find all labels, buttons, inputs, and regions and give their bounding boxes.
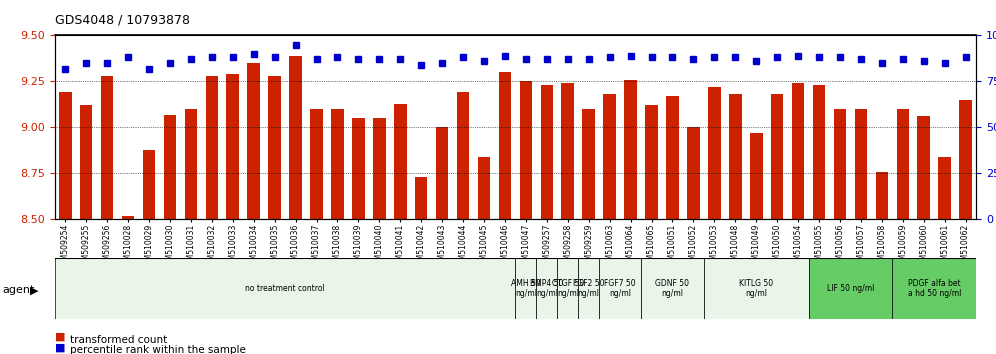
Bar	[268, 76, 281, 219]
Bar	[813, 85, 826, 219]
Text: KITLG 50
ng/ml: KITLG 50 ng/ml	[739, 279, 773, 298]
Text: agent: agent	[2, 285, 35, 295]
Bar	[687, 127, 700, 219]
FancyBboxPatch shape	[892, 258, 976, 319]
Bar	[583, 109, 595, 219]
Text: ▶: ▶	[30, 285, 39, 295]
FancyBboxPatch shape	[537, 258, 558, 319]
Bar	[666, 96, 678, 219]
Bar	[101, 76, 114, 219]
Text: ■: ■	[55, 332, 66, 342]
Bar	[80, 105, 93, 219]
Bar	[645, 105, 657, 219]
Bar	[771, 94, 784, 219]
Bar	[624, 80, 636, 219]
Text: AMH 50
ng/ml: AMH 50 ng/ml	[511, 279, 541, 298]
Bar	[374, 118, 385, 219]
Bar	[834, 109, 847, 219]
Bar	[959, 100, 972, 219]
Bar	[205, 76, 218, 219]
Bar	[917, 116, 930, 219]
Bar	[142, 149, 155, 219]
Bar	[289, 56, 302, 219]
Bar	[729, 94, 742, 219]
Bar	[792, 83, 805, 219]
Text: transformed count: transformed count	[70, 335, 167, 345]
FancyBboxPatch shape	[558, 258, 579, 319]
Bar	[855, 109, 868, 219]
Bar	[499, 72, 511, 219]
FancyBboxPatch shape	[641, 258, 704, 319]
Bar	[520, 81, 532, 219]
Bar	[896, 109, 909, 219]
Bar	[875, 172, 888, 219]
Bar	[353, 118, 365, 219]
FancyBboxPatch shape	[600, 258, 641, 319]
Bar	[562, 83, 574, 219]
Bar	[184, 109, 197, 219]
FancyBboxPatch shape	[579, 258, 600, 319]
Bar	[247, 63, 260, 219]
Bar	[122, 216, 134, 219]
Bar	[59, 92, 72, 219]
Bar	[938, 157, 951, 219]
Text: percentile rank within the sample: percentile rank within the sample	[70, 346, 246, 354]
Bar	[163, 115, 176, 219]
Bar	[478, 157, 490, 219]
Bar	[708, 87, 721, 219]
Bar	[436, 127, 448, 219]
Text: FGF7 50
ng/ml: FGF7 50 ng/ml	[605, 279, 635, 298]
Text: LIF 50 ng/ml: LIF 50 ng/ml	[827, 284, 874, 293]
Bar	[394, 103, 406, 219]
Text: PDGF alfa bet
a hd 50 ng/ml: PDGF alfa bet a hd 50 ng/ml	[907, 279, 961, 298]
FancyBboxPatch shape	[55, 258, 516, 319]
Bar	[750, 133, 763, 219]
Bar	[457, 92, 469, 219]
Bar	[604, 94, 616, 219]
Bar	[310, 109, 323, 219]
Text: GDNF 50
ng/ml: GDNF 50 ng/ml	[655, 279, 689, 298]
FancyBboxPatch shape	[516, 258, 537, 319]
Bar	[415, 177, 427, 219]
FancyBboxPatch shape	[704, 258, 809, 319]
FancyBboxPatch shape	[809, 258, 892, 319]
Text: no treatment control: no treatment control	[245, 284, 325, 293]
Bar	[541, 85, 553, 219]
Text: BMP4 50
ng/ml: BMP4 50 ng/ml	[530, 279, 564, 298]
Bar	[226, 74, 239, 219]
Bar	[331, 109, 344, 219]
Text: CTGF 50
ng/ml: CTGF 50 ng/ml	[552, 279, 584, 298]
Text: FGF2 50
ng/ml: FGF2 50 ng/ml	[573, 279, 605, 298]
Text: ■: ■	[55, 342, 66, 353]
Text: GDS4048 / 10793878: GDS4048 / 10793878	[55, 13, 190, 26]
